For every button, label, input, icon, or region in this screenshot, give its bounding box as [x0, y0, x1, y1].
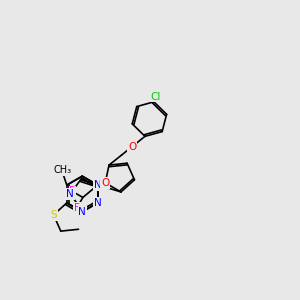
Text: F: F [74, 203, 80, 213]
Text: N: N [94, 198, 102, 208]
Text: N: N [78, 207, 86, 217]
Text: O: O [101, 178, 110, 188]
Text: S: S [50, 210, 57, 220]
Text: F: F [70, 187, 75, 196]
Text: N: N [94, 198, 102, 208]
Text: O: O [128, 142, 136, 152]
Text: Cl: Cl [150, 92, 160, 102]
Text: N: N [94, 180, 102, 190]
Text: CH₃: CH₃ [53, 165, 71, 175]
Text: N: N [66, 189, 74, 199]
